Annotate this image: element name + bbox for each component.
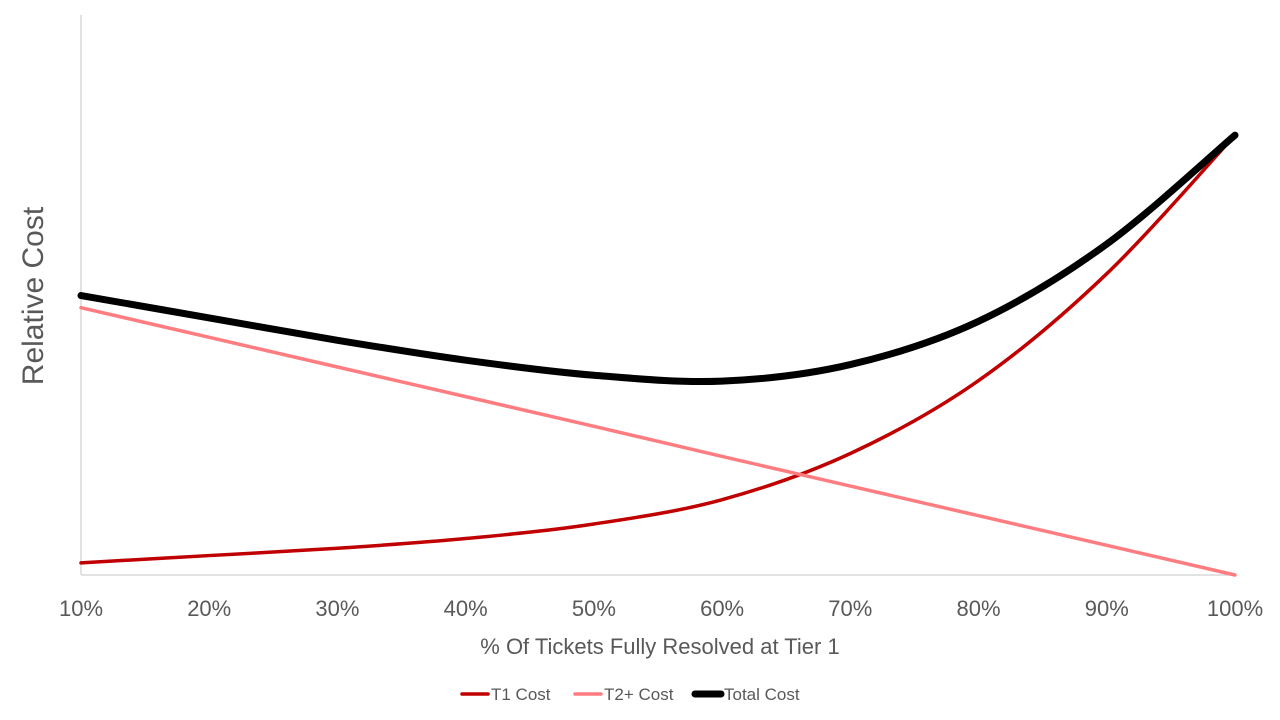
legend-label: Total Cost [724,685,800,704]
x-tick-label: 100% [1207,596,1263,621]
x-tick-labels: 10% 20% 30% 40% 50% 60% 70% 80% 90% 100% [59,596,1263,621]
series-lines [77,131,1239,577]
x-axis-title: % Of Tickets Fully Resolved at Tier 1 [480,634,839,659]
series-line-t2-cost [79,305,1237,577]
x-tick-label: 40% [444,596,488,621]
x-tick-label: 80% [957,596,1001,621]
x-tick-label: 10% [59,596,103,621]
y-axis-title: Relative Cost [17,206,50,385]
legend-label: T1 Cost [491,685,551,704]
legend-label: T2+ Cost [604,685,674,704]
legend: T1 Cost T2+ Cost Total Cost [460,685,800,704]
series-line-t1-cost [79,133,1237,565]
x-tick-label: 90% [1085,596,1129,621]
x-tick-label: 70% [828,596,872,621]
x-tick-label: 20% [187,596,231,621]
x-tick-label: 30% [315,596,359,621]
x-tick-label: 50% [572,596,616,621]
series-line-total-cost [77,131,1239,386]
x-tick-label: 60% [700,596,744,621]
